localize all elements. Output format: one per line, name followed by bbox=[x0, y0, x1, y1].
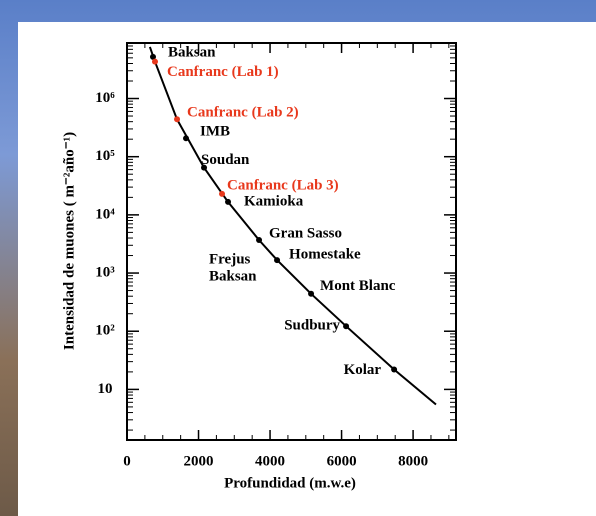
data-point bbox=[343, 323, 350, 330]
point-label: Kolar bbox=[344, 362, 382, 378]
point-label: IMB bbox=[200, 124, 230, 140]
point-label: Homestake bbox=[289, 247, 361, 263]
annotation: Frejus bbox=[209, 251, 251, 267]
x-tick-label: 0 bbox=[123, 453, 131, 469]
point-label: Soudan bbox=[201, 152, 250, 168]
point-label: Baksan bbox=[168, 44, 216, 60]
point-label: Kamioka bbox=[244, 193, 304, 209]
y-tick-label: 10² bbox=[95, 323, 115, 339]
data-point bbox=[152, 58, 159, 65]
data-point bbox=[174, 116, 181, 123]
data-point bbox=[225, 198, 232, 205]
data-point bbox=[256, 236, 263, 243]
x-tick-label: 8000 bbox=[398, 453, 428, 469]
point-label: Gran Sasso bbox=[269, 225, 342, 241]
panel bbox=[18, 22, 596, 516]
point-label: Canfranc (Lab 3) bbox=[227, 177, 339, 193]
data-point bbox=[274, 257, 281, 264]
point-label: Sudbury bbox=[284, 318, 340, 334]
point-label: Canfranc (Lab 2) bbox=[187, 105, 299, 121]
y-tick-label: 10³ bbox=[95, 264, 115, 280]
x-tick-label: 4000 bbox=[255, 453, 285, 469]
x-axis-label: Profundidad (m.w.e) bbox=[224, 475, 356, 491]
annotation: Baksan bbox=[209, 268, 257, 284]
data-point bbox=[201, 164, 208, 171]
data-point bbox=[183, 135, 190, 142]
point-label: Mont Blanc bbox=[320, 278, 396, 294]
x-tick-label: 2000 bbox=[184, 453, 214, 469]
data-point bbox=[308, 290, 315, 297]
data-point bbox=[149, 53, 156, 60]
y-tick-label: 10⁵ bbox=[95, 148, 115, 164]
x-tick-label: 6000 bbox=[327, 453, 357, 469]
point-label: Canfranc (Lab 1) bbox=[167, 64, 279, 80]
y-tick-label: 10 bbox=[98, 381, 113, 397]
plot-frame bbox=[126, 42, 457, 441]
y-axis-label: Intensidad de muones ( m⁻²año⁻¹) bbox=[61, 132, 77, 350]
y-tick-label: 10⁶ bbox=[95, 90, 115, 106]
data-point bbox=[391, 366, 398, 373]
y-tick-label: 10⁴ bbox=[95, 206, 115, 222]
data-point bbox=[219, 190, 226, 197]
